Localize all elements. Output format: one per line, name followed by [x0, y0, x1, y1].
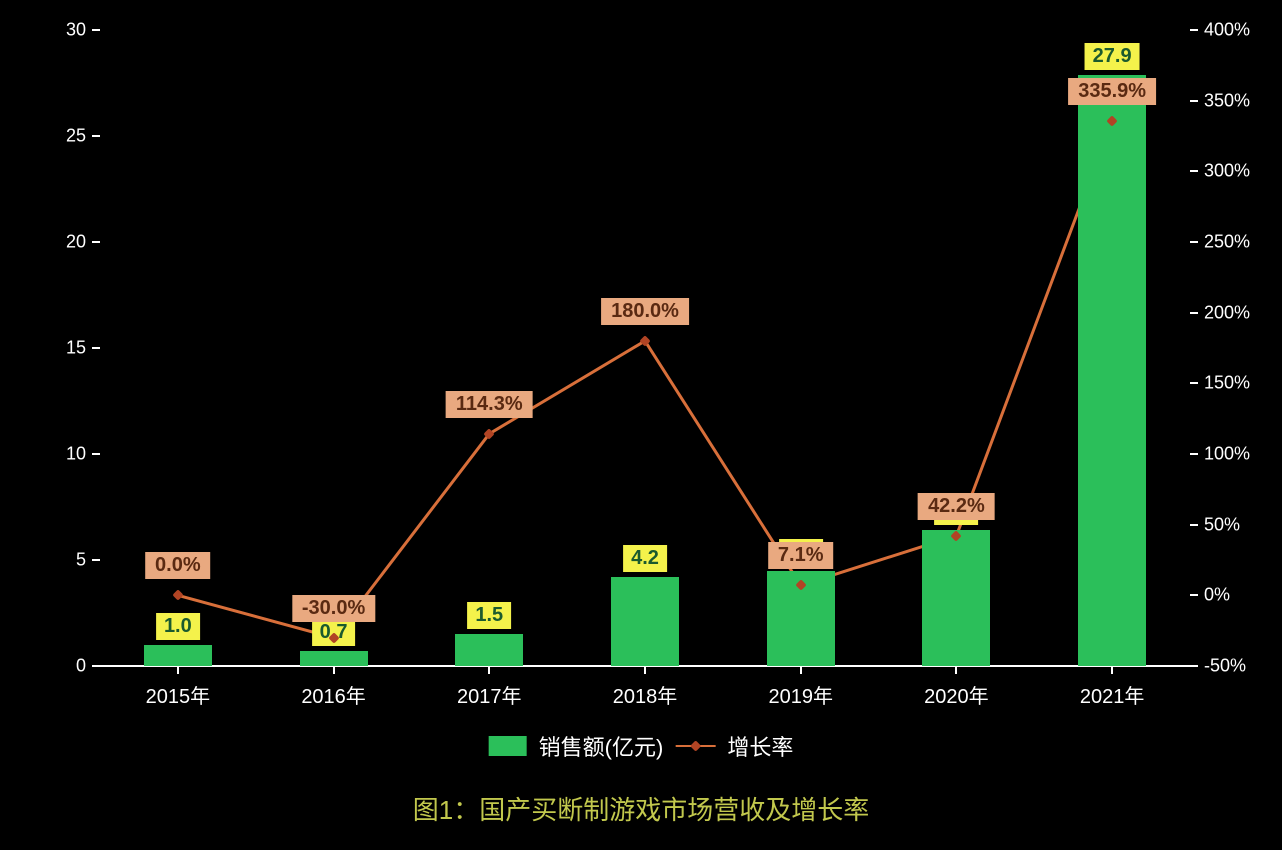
x-category-label: 2020年 [924, 680, 989, 709]
x-category-label: 2017年 [457, 680, 522, 709]
y-right-tick-label: 350% [1204, 90, 1250, 111]
growth-value-label: -30.0% [292, 595, 375, 622]
legend-swatch-bar [489, 736, 527, 756]
growth-value-label: 42.2% [918, 493, 995, 520]
growth-value-label: 180.0% [601, 298, 689, 325]
y-left-tick-label: 10 [66, 444, 86, 465]
legend-swatch-line [675, 736, 715, 756]
sales-bar [611, 577, 679, 666]
sales-bar-value: 1.0 [156, 613, 200, 640]
y-left-tick-label: 20 [66, 232, 86, 253]
y-right-tick-label: -50% [1204, 656, 1246, 677]
y-left-tick-label: 15 [66, 338, 86, 359]
y-left-tick-label: 30 [66, 20, 86, 41]
x-category-label: 2019年 [768, 680, 833, 709]
x-category-label: 2016年 [301, 680, 366, 709]
legend-label-sales: 销售额(亿元) [539, 730, 664, 762]
sales-bar [300, 651, 368, 666]
sales-bar-value: 1.5 [467, 602, 511, 629]
y-right-tick-label: 200% [1204, 302, 1250, 323]
sales-bar [144, 645, 212, 666]
legend-label-growth: 增长率 [727, 730, 793, 762]
y-left-tick-label: 5 [76, 550, 86, 571]
revenue-growth-chart: 销售额(亿元) 增长率 图1：国产买断制游戏市场营收及增长率 051015202… [0, 0, 1282, 850]
y-right-tick-label: 0% [1204, 585, 1230, 606]
growth-value-label: 335.9% [1068, 78, 1156, 105]
growth-value-label: 0.0% [145, 552, 211, 579]
sales-bar [922, 530, 990, 666]
y-right-tick-label: 250% [1204, 232, 1250, 253]
chart-caption: 图1：国产买断制游戏市场营收及增长率 [413, 790, 869, 827]
x-category-label: 2015年 [146, 680, 211, 709]
sales-bar [1078, 75, 1146, 666]
y-left-tick-label: 0 [76, 656, 86, 677]
growth-value-label: 114.3% [446, 391, 533, 418]
x-category-label: 2018年 [613, 680, 678, 709]
y-right-tick-label: 400% [1204, 20, 1250, 41]
y-right-tick-label: 300% [1204, 161, 1250, 182]
y-left-tick-label: 25 [66, 126, 86, 147]
sales-bar-value: 4.2 [623, 545, 667, 572]
growth-value-label: 7.1% [768, 542, 834, 569]
legend: 销售额(亿元) 增长率 [489, 730, 794, 762]
y-right-tick-label: 100% [1204, 444, 1250, 465]
sales-bar-value: 27.9 [1085, 43, 1140, 70]
x-category-label: 2021年 [1080, 680, 1145, 709]
sales-bar [455, 634, 523, 666]
y-right-tick-label: 50% [1204, 514, 1240, 535]
y-right-tick-label: 150% [1204, 373, 1250, 394]
